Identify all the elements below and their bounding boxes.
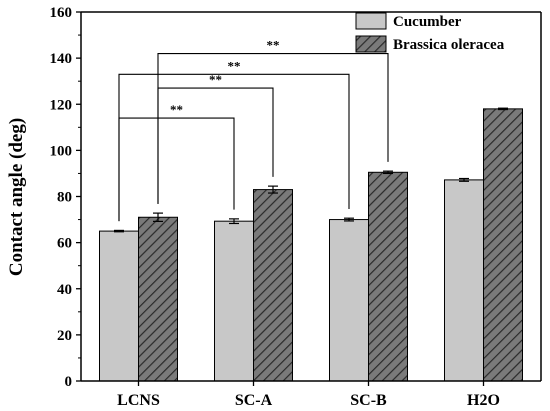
significance-label-2: **	[228, 58, 241, 73]
y-tick-label: 160	[50, 5, 73, 21]
error-bar-sc-b-cucumber	[344, 217, 354, 222]
error-bar-lcns-brassica	[153, 212, 163, 223]
y-tick-label: 0	[65, 374, 73, 390]
error-bar-lcns-cucumber	[114, 229, 124, 233]
significance-label-4: **	[170, 102, 183, 117]
bar-sc-a-cucumber	[214, 220, 254, 382]
error-bar-sc-b-brassica	[383, 170, 393, 175]
y-tick-label: 120	[50, 97, 73, 113]
x-tick-label-lcns: LCNS	[117, 392, 160, 409]
legend-label-brassica: Brassica oleracea	[393, 37, 505, 53]
y-tick-label: 60	[57, 236, 72, 252]
bar-sc-a-brassica	[253, 189, 293, 382]
bar-sc-b-brassica	[368, 171, 408, 382]
error-bar-h2o-brassica	[498, 107, 508, 111]
legend-swatch-brassica	[355, 35, 387, 53]
error-bar-h2o-cucumber	[459, 177, 469, 182]
error-bar-sc-a-brassica	[268, 185, 278, 194]
x-tick-label-sc-b: SC-B	[350, 392, 387, 409]
significance-bracket-4	[118, 117, 235, 222]
y-tick-label: 40	[57, 282, 72, 298]
y-tick-label: 80	[57, 190, 72, 206]
bar-h2o-cucumber	[444, 179, 484, 382]
x-tick-label-h2o: H2O	[467, 392, 500, 409]
y-axis-label: Contact angle (deg)	[6, 118, 27, 276]
x-tick-label-sc-a: SC-A	[235, 392, 273, 409]
significance-label-3: **	[209, 72, 222, 87]
y-tick-label: 140	[50, 51, 73, 67]
significance-label-1: **	[267, 38, 280, 53]
bar-lcns-brassica	[138, 216, 178, 382]
legend-swatch-cucumber	[355, 12, 387, 30]
y-tick-label: 20	[57, 328, 72, 344]
significance-bracket-3	[157, 87, 274, 204]
error-bar-sc-a-cucumber	[229, 218, 239, 225]
y-tick-label: 100	[50, 143, 73, 159]
legend: Cucumber Brassica oleracea	[355, 12, 505, 53]
bar-lcns-cucumber	[99, 230, 139, 382]
bar-h2o-brassica	[483, 108, 523, 382]
legend-label-cucumber: Cucumber	[393, 14, 462, 30]
bar-sc-b-cucumber	[329, 219, 369, 382]
